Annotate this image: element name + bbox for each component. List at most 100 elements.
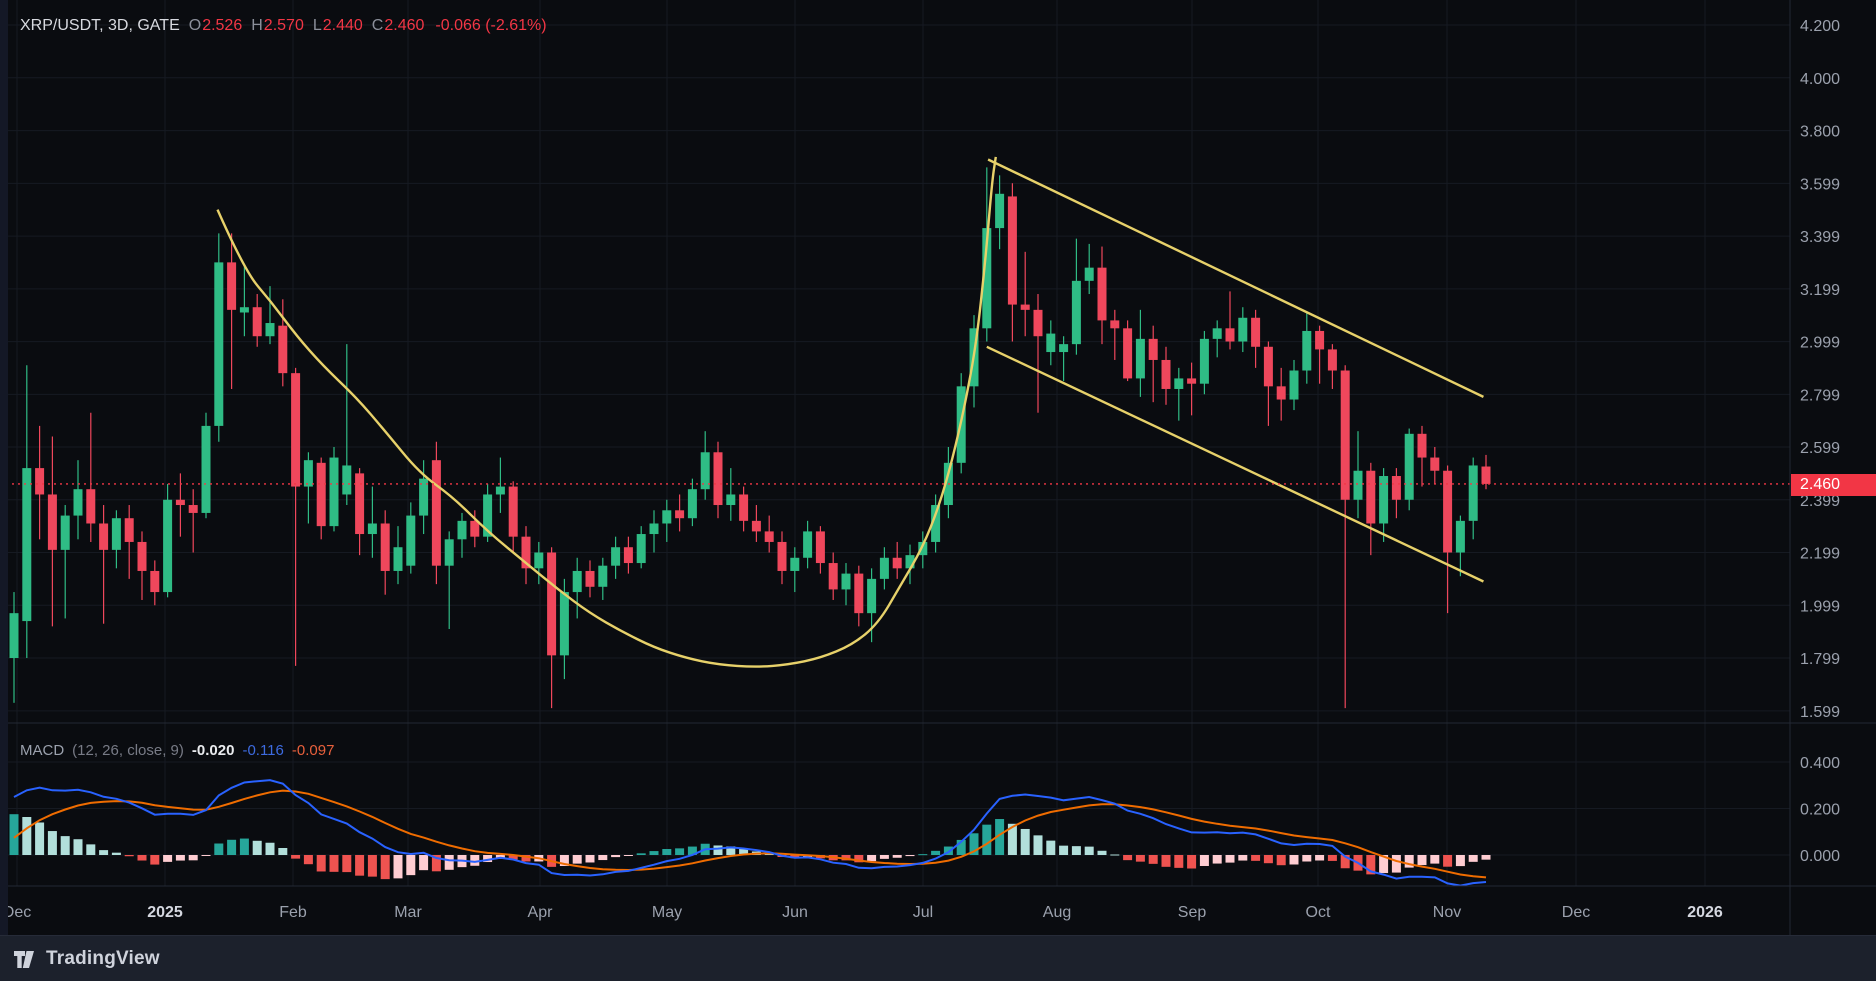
price-axis-label: 2.199 xyxy=(1800,546,1840,563)
macd-histogram-bar xyxy=(1097,850,1107,855)
bottom-bar: TradingView xyxy=(0,935,1876,981)
macd-histogram-bar xyxy=(1199,855,1209,866)
macd-histogram-bar xyxy=(419,855,429,871)
time-axis-label: Aug xyxy=(1043,904,1071,921)
macd-histogram-bar xyxy=(1251,855,1261,861)
macd-signal-value: -0.097 xyxy=(291,742,335,759)
macd-hist-value: -0.020 xyxy=(191,742,235,759)
macd-histogram-bar xyxy=(1430,855,1440,864)
drawing-overlays xyxy=(216,156,1484,668)
time-axis-label: 2026 xyxy=(1687,904,1723,921)
macd-histogram-bar xyxy=(86,844,96,855)
macd-panel xyxy=(9,779,1491,886)
macd-histogram-bar xyxy=(227,839,237,855)
panel-separators xyxy=(0,0,1876,935)
time-axis-label: Dec xyxy=(1562,904,1590,921)
macd-histogram-bar xyxy=(854,855,864,863)
macd-histogram-bar xyxy=(406,855,416,876)
macd-histogram-bar xyxy=(367,855,377,877)
price-axis-label: 4.200 xyxy=(1800,18,1840,35)
macd-histogram-bar xyxy=(905,855,915,857)
macd-histogram-bar xyxy=(739,848,749,855)
channel-lower-trendline xyxy=(986,345,1484,583)
macd-histogram-bar xyxy=(995,819,1005,855)
price-axis-label: 3.199 xyxy=(1800,282,1840,299)
macd-histogram-bar xyxy=(1340,855,1350,869)
macd-histogram-bar xyxy=(278,848,288,855)
price-axis-label: 2.399 xyxy=(1800,493,1840,510)
time-axis-label: Dec xyxy=(3,904,31,921)
price-axis[interactable]: 4.200 4.000 3.800 3.599 3.399 3.199 2.999 2.799… xyxy=(1800,18,1840,865)
macd-histogram-bar xyxy=(1148,855,1158,864)
low-value-pair: L 2.440 xyxy=(312,17,363,34)
symbol-title[interactable]: XRP/USDT, 3D, GATE xyxy=(20,17,180,34)
macd-histogram-bar xyxy=(649,851,659,855)
candlestick-series xyxy=(9,167,1491,709)
price-axis-label: 1.599 xyxy=(1800,704,1840,721)
macd-histogram-bar xyxy=(1238,855,1248,861)
macd-histogram-bar xyxy=(175,855,185,861)
macd-histogram-bar xyxy=(1007,823,1017,855)
macd-histogram-bar xyxy=(1046,840,1056,855)
macd-histogram-bar xyxy=(163,855,173,862)
chart-canvas[interactable]: 4.200 4.000 3.800 3.599 3.399 3.199 2.999 2.799… xyxy=(0,0,1876,935)
macd-histogram-bar xyxy=(252,840,262,855)
macd-params: (12, 26, close, 9) xyxy=(72,742,184,759)
macd-histogram-bar xyxy=(431,855,441,872)
time-axis-label: 2025 xyxy=(147,904,183,921)
macd-histogram-bar xyxy=(943,846,953,855)
macd-histogram-bar xyxy=(393,855,403,879)
macd-histogram-bar xyxy=(1417,855,1427,866)
macd-histogram-bar xyxy=(1020,828,1030,855)
macd-histogram-bar xyxy=(9,814,19,855)
macd-histogram-bar xyxy=(1302,855,1312,862)
macd-histogram-bar xyxy=(73,839,83,855)
macd-indicator-header: MACD (12, 26, close, 9) -0.020 -0.116 -0… xyxy=(20,742,334,759)
close-value: 2.460 xyxy=(384,17,425,34)
time-axis[interactable]: Dec 2025 Feb Mar Apr May Jun Jul Aug Sep Oct Nov Dec… xyxy=(3,904,1723,921)
macd-histogram-bar xyxy=(214,843,224,855)
tradingview-brand-text: TradingView xyxy=(46,948,160,969)
macd-histogram-bar xyxy=(22,817,32,855)
macd-histogram-bar xyxy=(201,855,211,856)
macd-title[interactable]: MACD xyxy=(20,742,65,759)
macd-histogram-bar xyxy=(623,855,633,856)
macd-histogram-bar xyxy=(483,855,493,863)
close-value-pair: C 2.460 xyxy=(371,17,425,34)
macd-histogram-bar xyxy=(867,855,877,862)
macd-histogram-bar xyxy=(1289,855,1299,865)
macd-histogram-bar xyxy=(675,848,685,855)
macd-histogram-bar xyxy=(329,855,339,872)
tradingview-logo-link[interactable]: TradingView xyxy=(14,948,160,970)
chart-root: 4.200 4.000 3.800 3.599 3.399 3.199 2.999 2.799… xyxy=(0,0,1876,935)
macd-histogram-bar xyxy=(611,855,621,858)
macd-histogram-bar xyxy=(265,842,275,855)
macd-histogram-bar xyxy=(982,824,992,855)
time-axis-label: Mar xyxy=(394,904,422,921)
macd-histogram-bar xyxy=(1263,855,1273,864)
time-axis-label: Jun xyxy=(782,904,808,921)
macd-histogram-bar xyxy=(1404,855,1414,868)
macd-histogram-bar xyxy=(841,855,851,861)
macd-line xyxy=(13,779,1487,886)
macd-histogram-bar xyxy=(35,822,45,855)
macd-histogram-bar xyxy=(790,855,800,859)
macd-histogram-bar xyxy=(1379,855,1389,874)
macd-histogram-bar xyxy=(444,855,454,870)
macd-histogram-bar xyxy=(1315,855,1325,861)
macd-histogram-bar xyxy=(1135,855,1145,862)
price-axis-label: 1.999 xyxy=(1800,598,1840,615)
macd-histogram-bar xyxy=(726,846,736,855)
time-axis-label: Oct xyxy=(1306,904,1331,921)
macd-histogram-bar xyxy=(150,855,160,865)
macd-axis-label: 0.000 xyxy=(1800,848,1840,865)
macd-histogram-bar xyxy=(521,855,531,862)
high-value-pair: H 2.570 xyxy=(251,17,304,34)
macd-signal-line xyxy=(13,789,1487,879)
macd-histogram-bar xyxy=(1110,854,1120,856)
macd-histogram-bar xyxy=(239,838,249,855)
low-value: 2.440 xyxy=(322,17,363,34)
macd-histogram-bar xyxy=(1366,855,1376,875)
macd-histogram-bar xyxy=(559,855,569,867)
